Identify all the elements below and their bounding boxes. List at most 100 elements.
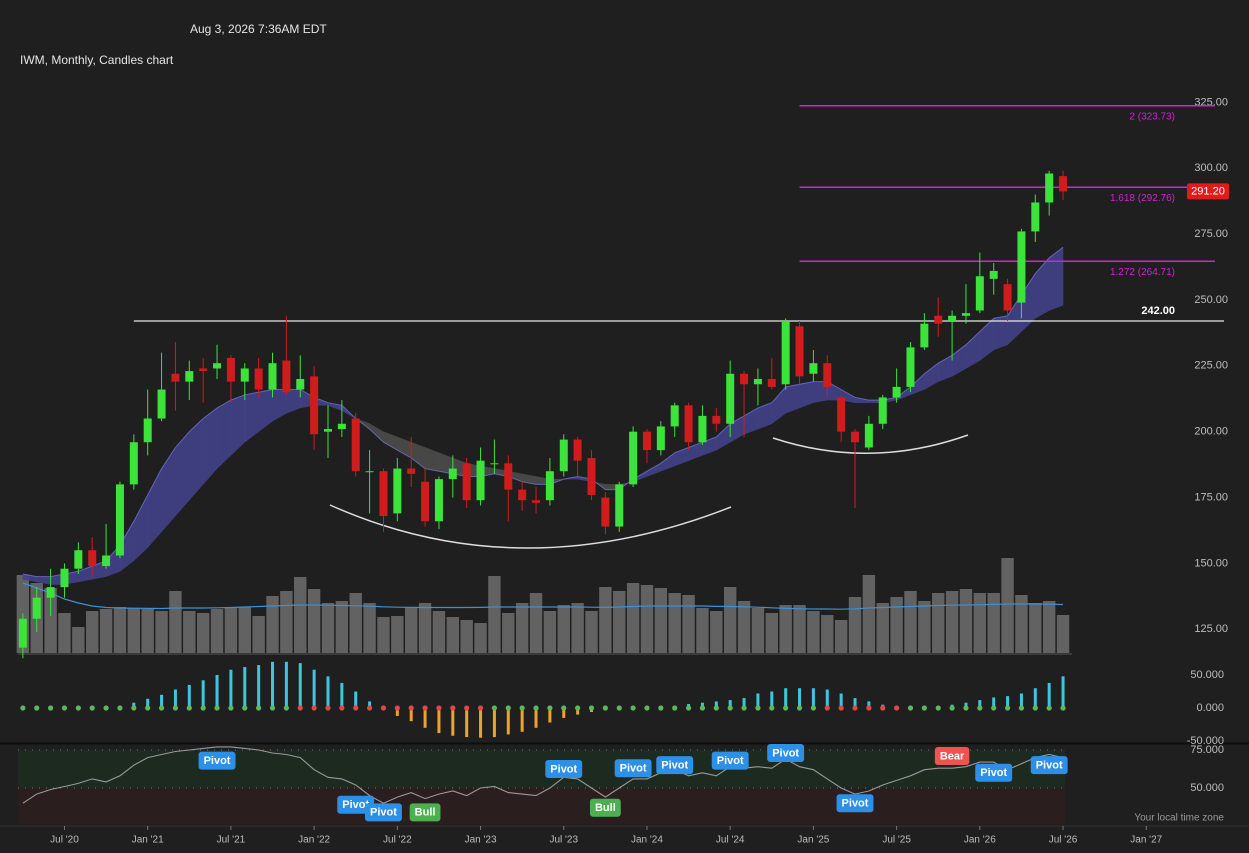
volume-bar bbox=[1029, 603, 1042, 653]
macd-dot bbox=[921, 705, 927, 711]
macd-bar bbox=[784, 688, 788, 709]
candle-body bbox=[296, 378, 305, 390]
candle-body bbox=[1017, 231, 1026, 303]
macd-dot bbox=[297, 705, 303, 711]
macd-bar bbox=[534, 708, 538, 728]
candle-body bbox=[532, 500, 541, 503]
candle-body bbox=[740, 373, 749, 385]
y-tick-label: 325.00 bbox=[1194, 96, 1228, 108]
volume-bar bbox=[543, 611, 557, 653]
candle-body bbox=[185, 371, 194, 382]
volume-bar bbox=[959, 589, 973, 653]
macd-dot bbox=[866, 705, 872, 711]
fib-label: 2 (323.73) bbox=[1129, 111, 1175, 122]
candle-body bbox=[351, 418, 360, 472]
signal-label: Pivot bbox=[620, 763, 647, 775]
x-tick-label: Jan '23 bbox=[465, 835, 497, 846]
oscillator-line bbox=[22, 746, 1064, 804]
volume-bar bbox=[848, 597, 862, 653]
candle-body bbox=[32, 597, 41, 619]
signal-label: Pivot bbox=[842, 798, 869, 810]
volume-bar bbox=[99, 609, 113, 653]
signal-badge bbox=[711, 751, 749, 770]
x-tick-label: Jul '21 bbox=[217, 835, 246, 846]
macd-bar bbox=[284, 661, 288, 709]
signal-label: Pivot bbox=[717, 755, 744, 767]
volume-bar bbox=[599, 587, 612, 653]
volume-bar bbox=[349, 593, 362, 653]
macd-dot bbox=[796, 705, 803, 711]
candle-body bbox=[670, 405, 679, 427]
signal-badge bbox=[589, 798, 621, 817]
volume-bar bbox=[862, 575, 876, 653]
volume-bar bbox=[973, 593, 987, 653]
macd-dot bbox=[325, 705, 331, 711]
volume-bar bbox=[515, 603, 529, 653]
candle-body bbox=[143, 418, 152, 443]
candle-body bbox=[323, 429, 332, 432]
volume-bar bbox=[654, 588, 668, 653]
volume-bar bbox=[307, 589, 321, 653]
macd-dot bbox=[1004, 705, 1011, 711]
volume-bar bbox=[626, 583, 640, 653]
y-tick-label: 125.00 bbox=[1194, 623, 1228, 635]
volume-bar bbox=[418, 603, 432, 653]
candle-body bbox=[587, 458, 596, 495]
osc-tick-label: 50.000 bbox=[1190, 782, 1224, 794]
macd-dot bbox=[145, 705, 151, 711]
macd-bar bbox=[395, 708, 399, 716]
candle-body bbox=[337, 423, 346, 430]
candle-body bbox=[795, 326, 804, 377]
signal-label: Pivot bbox=[342, 799, 369, 811]
osc-tick-label: 75.000 bbox=[1190, 744, 1224, 756]
signal-badge bbox=[1030, 756, 1068, 775]
macd-bar bbox=[1019, 693, 1023, 709]
signal-label: Pivot bbox=[661, 760, 688, 772]
candle-body bbox=[601, 497, 610, 527]
candle-body bbox=[989, 270, 998, 279]
macd-dot bbox=[588, 705, 595, 711]
signal-label: Pivot bbox=[550, 763, 577, 775]
macd-dot bbox=[935, 705, 941, 711]
volume-bar bbox=[502, 613, 515, 653]
y-tick-label: 225.00 bbox=[1194, 360, 1228, 372]
macd-dot bbox=[353, 705, 359, 711]
macd-dot bbox=[769, 705, 775, 711]
fib-label: 1.272 (264.71) bbox=[1110, 267, 1175, 278]
macd-bar bbox=[506, 708, 510, 735]
support-label: 242.00 bbox=[1141, 305, 1175, 317]
volume-bar bbox=[890, 597, 903, 653]
volume-bar bbox=[363, 603, 376, 653]
candle-body bbox=[254, 368, 263, 390]
candle-body bbox=[74, 550, 83, 569]
volume-bar bbox=[238, 607, 251, 653]
y-tick-label: 250.00 bbox=[1194, 294, 1228, 306]
macd-bar bbox=[340, 682, 344, 709]
signal-badge bbox=[409, 803, 441, 822]
candle-body bbox=[698, 415, 707, 443]
macd-dot bbox=[685, 705, 692, 711]
macd-dot bbox=[533, 705, 539, 711]
volume-bar bbox=[252, 616, 265, 653]
macd-dot bbox=[880, 705, 886, 711]
macd-dot bbox=[491, 705, 498, 711]
timestamp: Aug 3, 2026 7:36AM EDT bbox=[190, 22, 327, 36]
cup-arc bbox=[329, 504, 732, 549]
signal-label: Pivot bbox=[980, 767, 1007, 779]
macd-bar bbox=[562, 708, 566, 718]
ma-fast-line bbox=[22, 246, 1064, 578]
candle-body bbox=[379, 471, 388, 516]
osc-band-upper bbox=[18, 749, 1065, 788]
volume-bar bbox=[821, 615, 834, 653]
volume-bar bbox=[141, 609, 154, 653]
macd-bar bbox=[742, 698, 746, 709]
macd-dot bbox=[408, 705, 414, 711]
volume-bar bbox=[488, 576, 501, 653]
macd-dot bbox=[477, 705, 484, 711]
volume-bar bbox=[571, 603, 584, 653]
x-tick-label: Jul '26 bbox=[1049, 835, 1078, 846]
signal-badge bbox=[337, 795, 375, 814]
volume-bar bbox=[834, 620, 848, 653]
signal-label: Pivot bbox=[1036, 760, 1063, 772]
macd-bar bbox=[146, 698, 150, 709]
